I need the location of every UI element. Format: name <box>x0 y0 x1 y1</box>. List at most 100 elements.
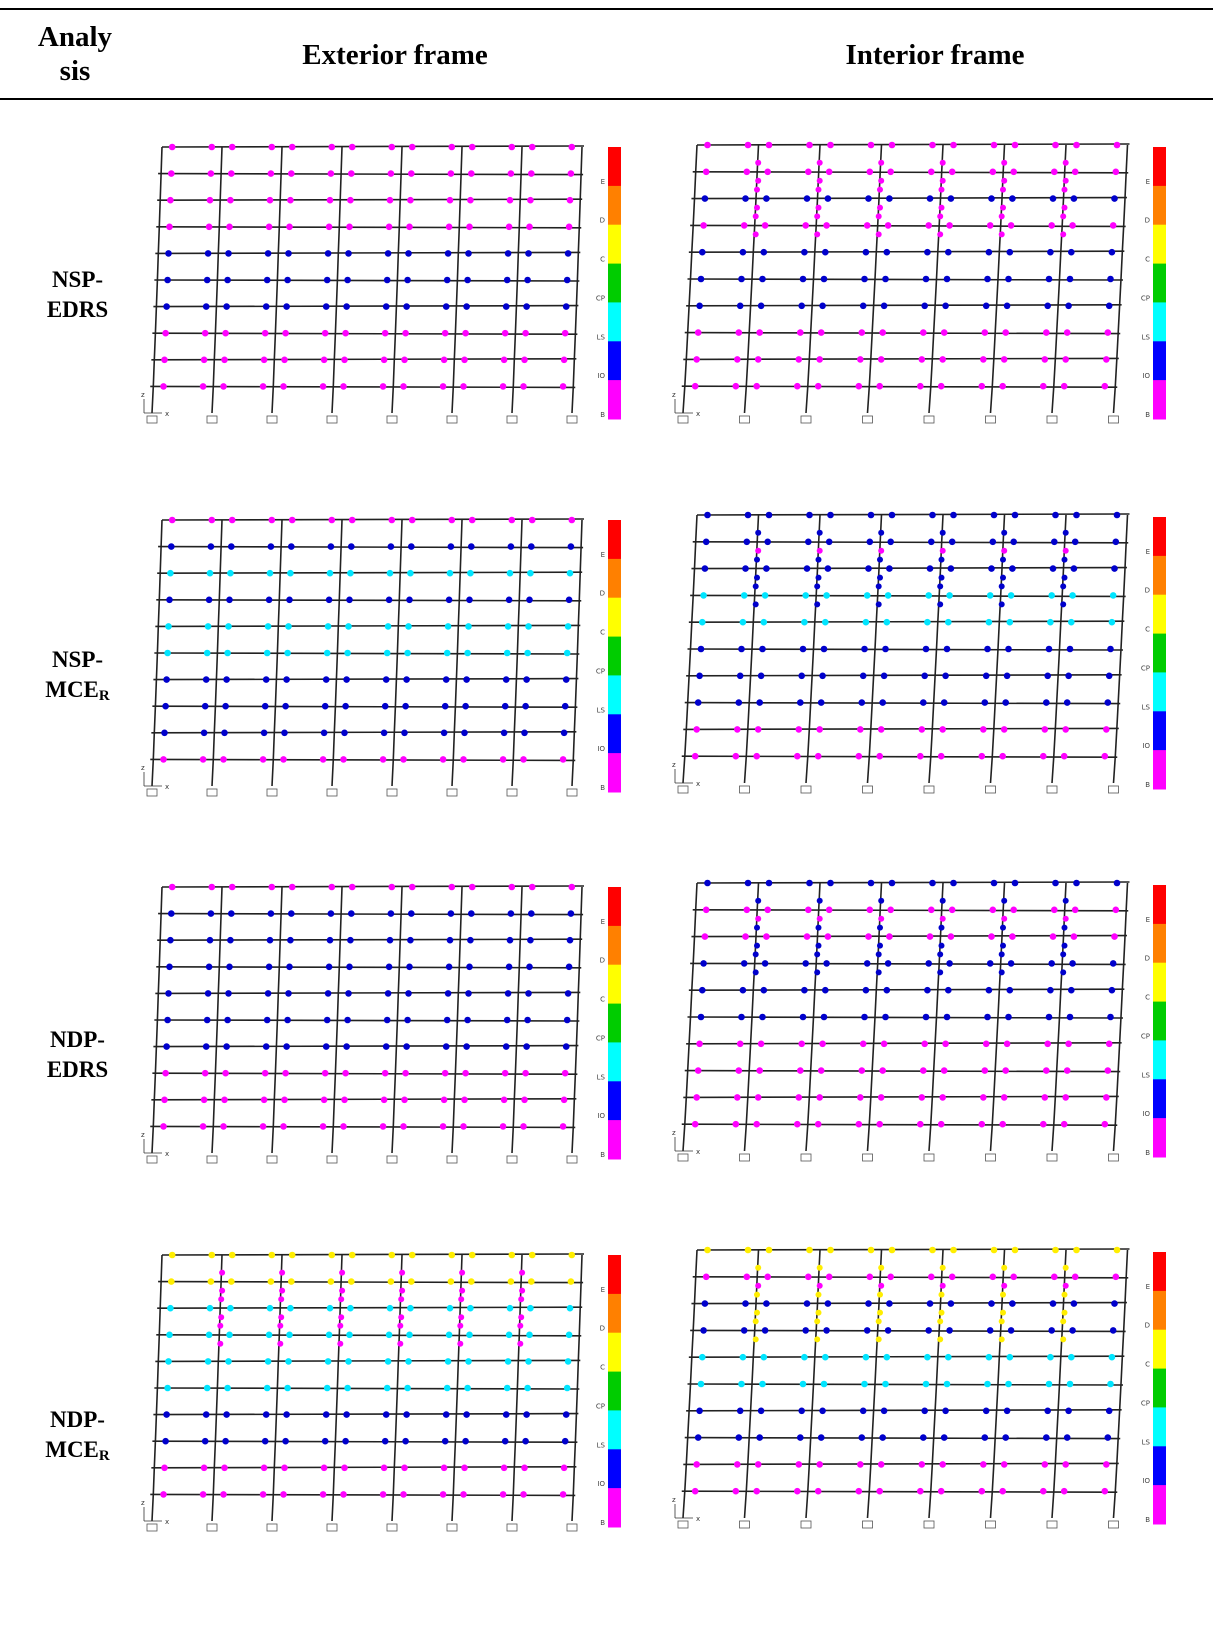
plastic-hinge <box>888 879 896 887</box>
plastic-hinge <box>1107 1013 1114 1021</box>
plastic-hinge <box>805 1273 812 1281</box>
plastic-hinge <box>950 141 957 149</box>
plastic-hinge <box>201 1437 209 1445</box>
plastic-hinge <box>799 1013 807 1021</box>
plastic-hinge <box>694 1067 702 1074</box>
plastic-hinge <box>760 1353 768 1361</box>
plastic-hinge <box>222 1069 229 1077</box>
support-icon <box>739 1520 750 1529</box>
legend-label: C <box>1145 1361 1150 1369</box>
column-hinge <box>755 547 762 554</box>
plastic-hinge <box>761 592 769 599</box>
plastic-hinge <box>744 1246 752 1254</box>
axis-triad: xz <box>141 1131 169 1158</box>
plastic-hinge <box>225 250 232 257</box>
plastic-hinge <box>263 649 271 657</box>
plastic-hinge <box>202 1411 210 1418</box>
plastic-hinge <box>744 141 752 149</box>
plastic-hinge <box>526 223 533 231</box>
plastic-hinge <box>444 623 452 630</box>
plastic-hinge <box>160 383 167 390</box>
plastic-hinge <box>259 1491 267 1498</box>
plastic-hinge <box>1002 699 1009 706</box>
plastic-hinge <box>442 1411 450 1418</box>
plastic-hinge <box>161 1096 168 1104</box>
plastic-hinge <box>982 302 990 310</box>
support-icon <box>506 415 518 424</box>
column-hinge <box>1060 583 1067 590</box>
plastic-hinge <box>1010 168 1017 176</box>
column-hinge <box>816 1282 823 1289</box>
column-hinge <box>875 951 882 958</box>
support-icon <box>386 788 398 797</box>
plastic-hinge <box>928 1273 935 1281</box>
plastic-hinge <box>794 752 801 760</box>
plastic-hinge <box>929 141 936 149</box>
plastic-hinge <box>803 195 811 202</box>
plastic-hinge <box>1005 645 1012 653</box>
plastic-hinge <box>567 910 575 917</box>
plastic-hinge <box>1071 1273 1079 1281</box>
plastic-hinge <box>445 223 453 231</box>
plastic-hinge <box>922 275 930 283</box>
plastic-hinge <box>527 1304 534 1312</box>
column-hinge <box>814 213 821 220</box>
plastic-hinge <box>226 1331 233 1339</box>
plastic-hinge <box>888 141 896 149</box>
plastic-hinge <box>403 1411 410 1418</box>
legend-swatch <box>1153 185 1166 226</box>
plastic-hinge <box>924 618 931 626</box>
plastic-hinge <box>264 623 272 630</box>
frame-beam <box>687 278 1124 281</box>
plastic-hinge <box>883 248 891 256</box>
plastic-hinge <box>563 1384 571 1392</box>
support-icon <box>1108 785 1119 794</box>
plastic-hinge <box>206 569 214 577</box>
plastic-hinge <box>202 1043 210 1050</box>
plastic-hinge <box>527 569 534 577</box>
plastic-hinge <box>499 756 507 763</box>
plastic-hinge <box>468 170 475 177</box>
plastic-hinge <box>863 222 871 229</box>
plastic-hinge <box>559 383 567 390</box>
plastic-hinge <box>1047 1353 1054 1361</box>
row-label-line2: MCER <box>0 675 155 711</box>
plastic-hinge <box>937 1120 945 1128</box>
column-hinge <box>816 529 823 536</box>
plastic-hinge <box>981 1067 989 1074</box>
column-hinge <box>397 1322 404 1329</box>
plastic-hinge <box>528 143 536 151</box>
column-hinge <box>1000 556 1006 563</box>
frame-column <box>571 146 583 414</box>
support-icon <box>206 415 218 424</box>
plastic-hinge <box>1103 726 1110 733</box>
plastic-hinge <box>379 756 387 763</box>
frame-beam <box>683 727 1119 731</box>
plastic-hinge <box>866 1273 874 1281</box>
column-hinge <box>814 583 821 590</box>
plastic-hinge <box>559 1491 567 1498</box>
plastic-hinge <box>824 933 832 940</box>
legend-label: E <box>1146 916 1150 924</box>
legend-swatch <box>608 263 621 303</box>
plastic-hinge <box>504 250 512 257</box>
plastic-hinge <box>984 275 991 283</box>
plastic-hinge <box>203 1384 211 1392</box>
plastic-hinge <box>884 592 892 599</box>
column-hinge <box>754 924 760 931</box>
plastic-hinge <box>401 1096 408 1104</box>
plastic-hinge <box>1108 248 1116 256</box>
plastic-hinge <box>1009 1300 1016 1307</box>
plastic-hinge <box>319 1123 327 1130</box>
column-hinge <box>399 1269 406 1276</box>
plastic-hinge <box>883 1353 891 1361</box>
plastic-hinge <box>467 936 474 944</box>
plastic-hinge <box>797 699 804 706</box>
plastic-hinge <box>384 1358 392 1365</box>
frame-beam <box>696 143 1130 146</box>
frame-beam <box>155 1359 581 1363</box>
legend-label: IO <box>1142 1477 1150 1485</box>
plastic-hinge <box>406 223 413 231</box>
plastic-hinge <box>227 1304 234 1312</box>
